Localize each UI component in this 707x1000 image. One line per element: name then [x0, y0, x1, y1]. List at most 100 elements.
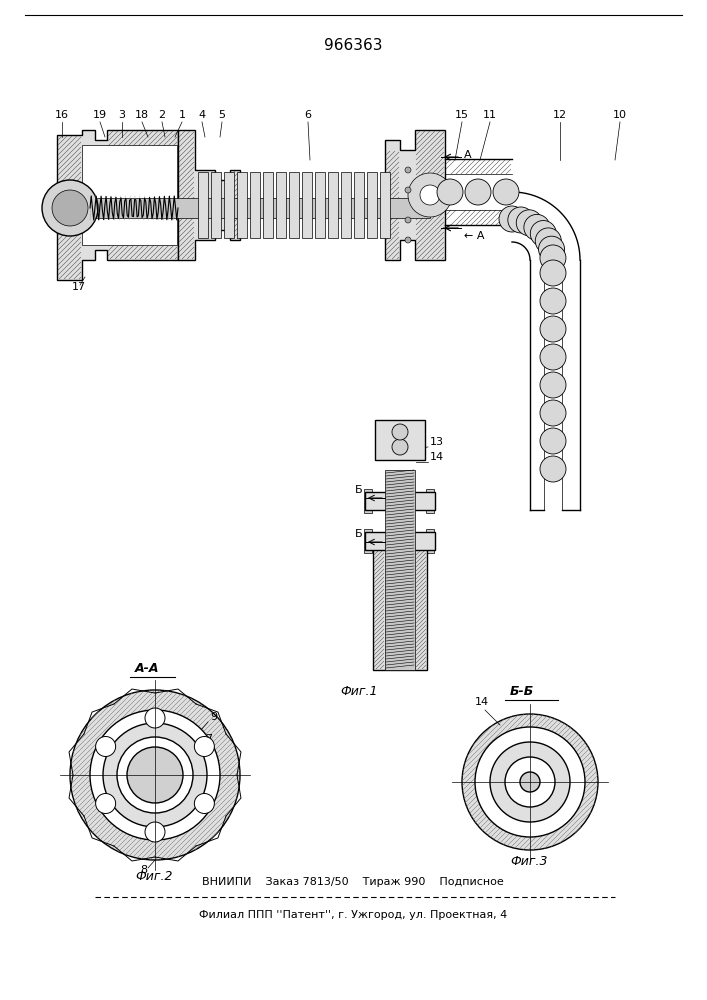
- Text: 3: 3: [119, 110, 126, 120]
- Text: Фиг.3: Фиг.3: [510, 855, 547, 868]
- Circle shape: [405, 217, 411, 223]
- Text: 6: 6: [305, 110, 312, 120]
- Circle shape: [540, 456, 566, 482]
- Circle shape: [90, 710, 220, 840]
- Text: А: А: [464, 150, 472, 160]
- Text: Филиал ППП ''Патент'', г. Ужгород, ул. Проектная, 4: Филиал ППП ''Патент'', г. Ужгород, ул. П…: [199, 910, 507, 920]
- Circle shape: [540, 372, 566, 398]
- Circle shape: [145, 822, 165, 842]
- Bar: [367, 172, 377, 238]
- Text: Б: Б: [355, 529, 363, 539]
- Circle shape: [462, 714, 598, 850]
- Text: Б-Б: Б-Б: [510, 685, 534, 698]
- Circle shape: [539, 236, 565, 262]
- Bar: [224, 172, 234, 238]
- Text: 14: 14: [475, 697, 489, 707]
- Text: 10: 10: [613, 110, 627, 120]
- Bar: [55, 198, 430, 218]
- Circle shape: [499, 206, 525, 232]
- Circle shape: [42, 180, 98, 236]
- Circle shape: [405, 237, 411, 243]
- Text: 14: 14: [430, 452, 444, 462]
- Text: 5: 5: [218, 110, 226, 120]
- Text: 11: 11: [483, 110, 497, 120]
- Circle shape: [405, 187, 411, 193]
- Text: 18: 18: [135, 110, 149, 120]
- Circle shape: [524, 214, 550, 240]
- Bar: [289, 172, 299, 238]
- Circle shape: [437, 179, 463, 205]
- Circle shape: [520, 772, 540, 792]
- Text: 7: 7: [205, 734, 212, 744]
- Bar: [198, 172, 208, 238]
- Bar: [364, 489, 372, 513]
- Bar: [315, 172, 325, 238]
- Polygon shape: [385, 130, 445, 260]
- Circle shape: [505, 757, 555, 807]
- Bar: [263, 172, 273, 238]
- Text: 16: 16: [55, 110, 69, 120]
- Circle shape: [475, 727, 585, 837]
- Circle shape: [52, 190, 88, 226]
- Text: Фиг.2: Фиг.2: [135, 870, 173, 883]
- Bar: [375, 420, 425, 460]
- Bar: [365, 532, 435, 550]
- Bar: [364, 529, 372, 553]
- Bar: [237, 172, 247, 238]
- Bar: [380, 172, 390, 238]
- Text: А-А: А-А: [135, 662, 160, 675]
- Circle shape: [508, 207, 534, 233]
- Circle shape: [516, 210, 542, 236]
- Circle shape: [540, 428, 566, 454]
- Bar: [328, 172, 338, 238]
- Circle shape: [540, 344, 566, 370]
- Circle shape: [117, 737, 193, 813]
- Text: 13: 13: [430, 437, 444, 447]
- Bar: [373, 540, 427, 670]
- Text: 4: 4: [199, 110, 206, 120]
- Circle shape: [490, 742, 570, 822]
- Bar: [426, 489, 434, 513]
- Circle shape: [465, 179, 491, 205]
- Text: 17: 17: [72, 282, 86, 292]
- Bar: [302, 172, 312, 238]
- Text: Б: Б: [355, 485, 363, 495]
- Circle shape: [540, 316, 566, 342]
- Circle shape: [194, 794, 214, 814]
- Circle shape: [95, 794, 116, 814]
- Circle shape: [540, 400, 566, 426]
- Circle shape: [405, 167, 411, 173]
- Circle shape: [408, 173, 452, 217]
- Polygon shape: [178, 130, 240, 260]
- Text: 19: 19: [93, 110, 107, 120]
- Text: 8: 8: [140, 865, 147, 875]
- Bar: [276, 172, 286, 238]
- Circle shape: [540, 260, 566, 286]
- Circle shape: [103, 723, 207, 827]
- Circle shape: [145, 708, 165, 728]
- Circle shape: [420, 185, 440, 205]
- Bar: [250, 172, 260, 238]
- Text: ← А: ← А: [464, 231, 484, 241]
- Circle shape: [392, 439, 408, 455]
- Text: Фиг.1: Фиг.1: [340, 685, 378, 698]
- Circle shape: [392, 424, 408, 440]
- Circle shape: [70, 690, 240, 860]
- Text: 9: 9: [210, 712, 217, 722]
- Circle shape: [540, 245, 566, 271]
- Bar: [385, 470, 415, 670]
- Text: 12: 12: [553, 110, 567, 120]
- Circle shape: [95, 736, 116, 756]
- Circle shape: [127, 747, 183, 803]
- Bar: [365, 492, 435, 510]
- Circle shape: [535, 228, 561, 254]
- Bar: [426, 529, 434, 553]
- Bar: [354, 172, 364, 238]
- Text: 15: 15: [455, 110, 469, 120]
- Text: ВНИИПИ    Заказ 7813/50    Тираж 990    Подписное: ВНИИПИ Заказ 7813/50 Тираж 990 Подписное: [202, 877, 504, 887]
- Text: 1: 1: [178, 110, 185, 120]
- Circle shape: [540, 288, 566, 314]
- Text: 966363: 966363: [324, 37, 382, 52]
- Bar: [82, 145, 177, 245]
- Circle shape: [530, 221, 556, 247]
